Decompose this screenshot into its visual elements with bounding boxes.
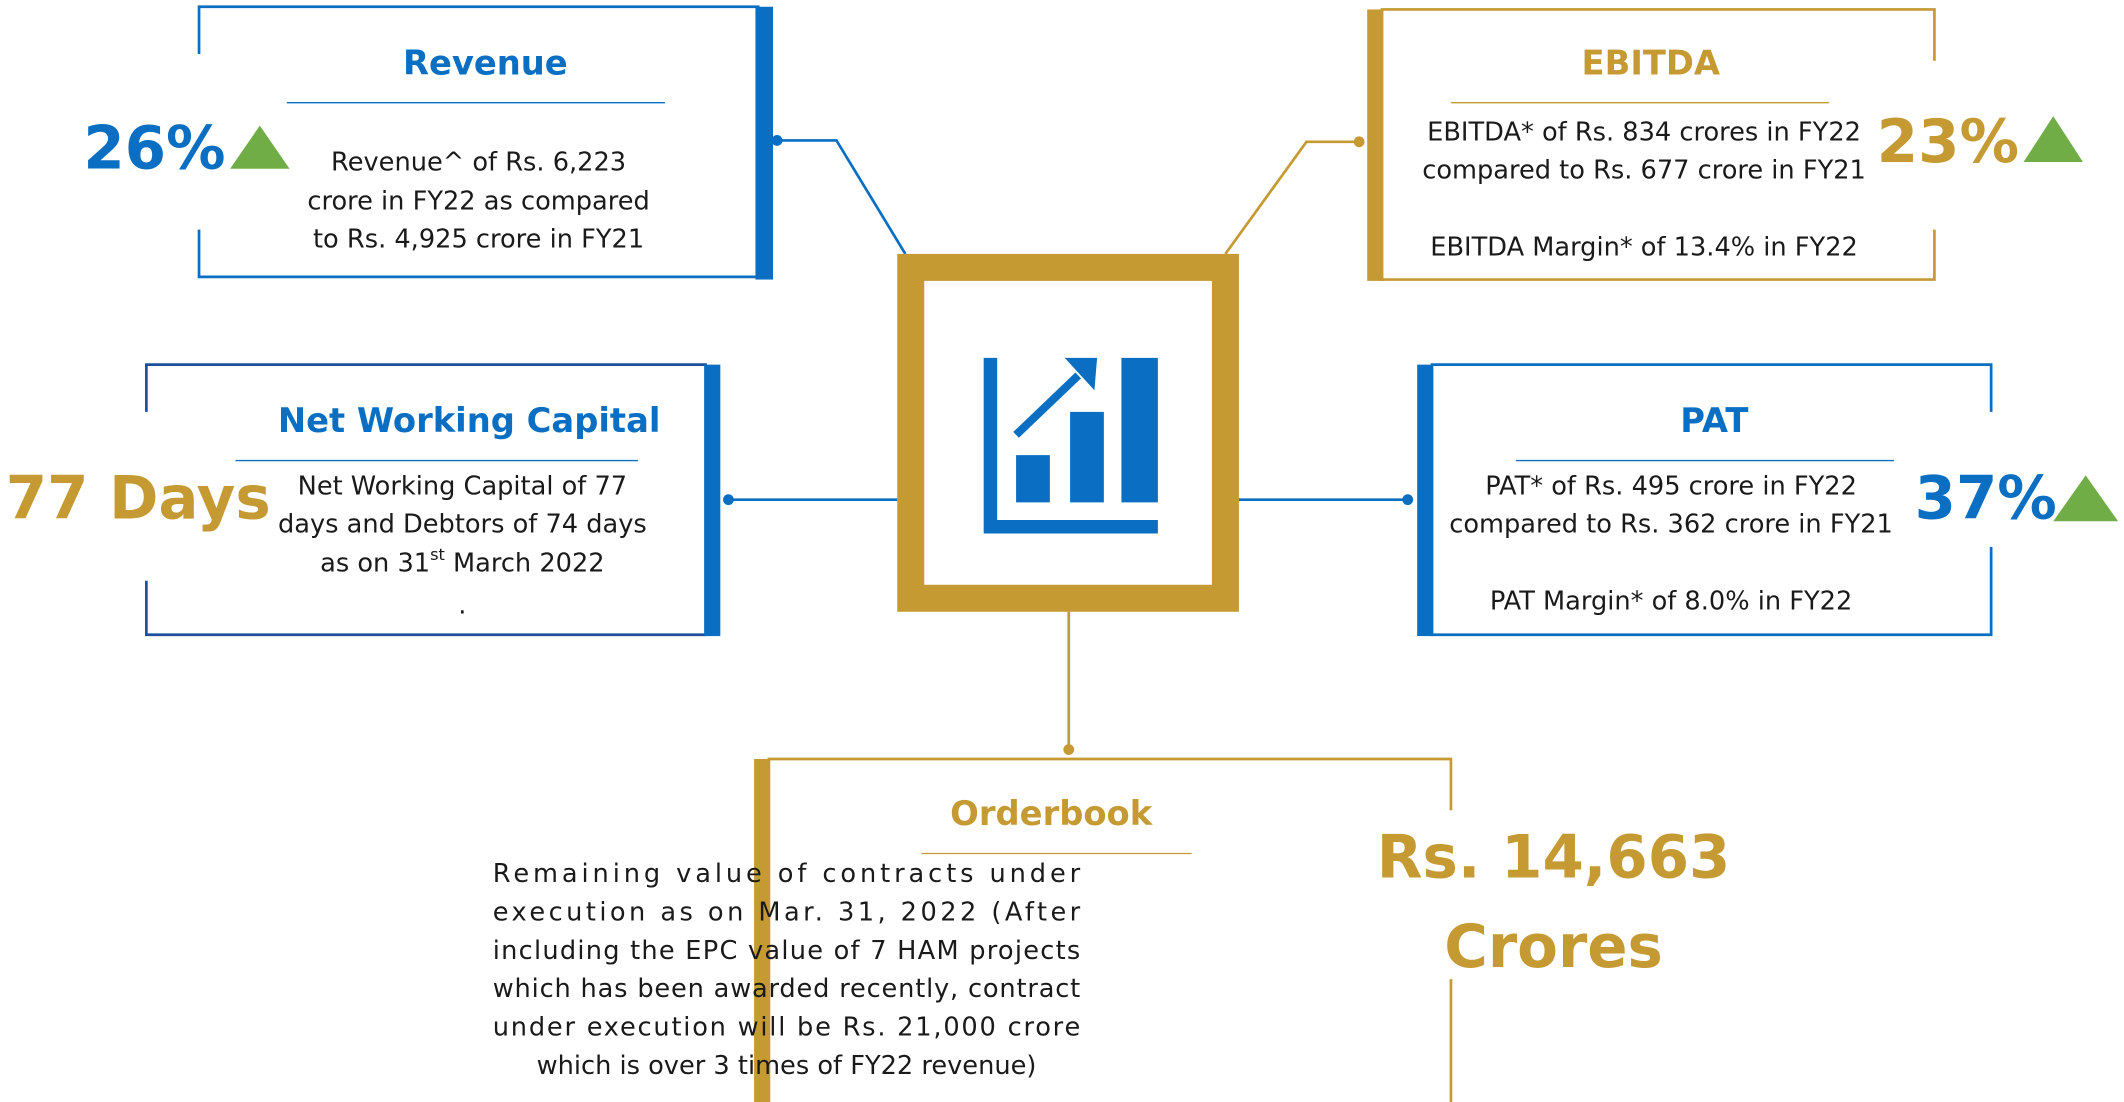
up-arrow bbox=[230, 125, 290, 169]
card-title: Revenue bbox=[403, 43, 568, 82]
card-text: EBITDA Margin* of 13.4% in FY22 bbox=[1430, 232, 1858, 262]
superscript: st bbox=[430, 545, 445, 564]
card-text: days and Debtors of 74 days bbox=[278, 509, 647, 539]
nwc-card: Net Working Capital Net Working Capital … bbox=[6, 363, 898, 637]
card-text: which is over 3 times of FY22 revenue) bbox=[537, 1051, 1037, 1081]
metric: 37% bbox=[1915, 464, 2057, 533]
up-arrow bbox=[2053, 475, 2119, 522]
card-text: Revenue^ of Rs. 6,223 bbox=[331, 147, 626, 177]
card-text: under execution will be Rs. 21,000 crore bbox=[493, 1013, 1080, 1043]
connector-dot bbox=[1353, 136, 1365, 148]
orderbook-card: Orderbook Remaining value of contracts u… bbox=[493, 611, 1731, 1102]
card-border bbox=[1380, 8, 1936, 281]
card-text: which has been awarded recently, contrac… bbox=[493, 974, 1080, 1004]
icon-frame bbox=[897, 253, 1239, 612]
card-text: compared to Rs. 677 crore in FY21 bbox=[1422, 156, 1866, 186]
card-text: crore in FY22 as compared bbox=[307, 187, 649, 217]
connector bbox=[1224, 140, 1360, 255]
metric: 26% bbox=[83, 115, 225, 184]
card-title: EBITDA bbox=[1582, 43, 1720, 82]
revenue-card: Revenue Revenue^ of Rs. 6,223 crore in F… bbox=[83, 5, 907, 280]
ebitda-card: EBITDA EBITDA* of Rs. 834 crores in FY22… bbox=[1224, 8, 2083, 281]
text-part: March 2022 bbox=[445, 549, 605, 579]
card-text: . bbox=[458, 590, 466, 620]
card-text: PAT Margin* of 8.0% in FY22 bbox=[1490, 586, 1852, 616]
card-text: as on 31st March 2022 bbox=[320, 545, 604, 579]
card-text: execution as on Mar. 31, 2022 (After bbox=[493, 897, 1081, 927]
card-border bbox=[1430, 363, 1993, 637]
metric: Crores bbox=[1444, 913, 1663, 982]
metric: Rs. 14,663 bbox=[1377, 824, 1731, 893]
card-text: compared to Rs. 362 crore in FY21 bbox=[1449, 509, 1893, 539]
center-icon bbox=[897, 253, 1239, 612]
bar-icon bbox=[1016, 455, 1050, 503]
card-text-block: Remaining value of contracts under execut… bbox=[493, 859, 1081, 1081]
connector bbox=[777, 139, 907, 255]
bar-icon bbox=[1121, 357, 1158, 503]
card-text: Net Working Capital of 77 bbox=[298, 472, 627, 502]
card-bar bbox=[754, 758, 771, 1102]
metric: 23% bbox=[1877, 108, 2019, 177]
card-border bbox=[197, 5, 760, 279]
card-text: to Rs. 4,925 crore in FY21 bbox=[313, 224, 644, 254]
card-text: PAT* of Rs. 495 crore in FY22 bbox=[1485, 472, 1857, 502]
card-bar bbox=[1417, 364, 1434, 637]
card-title: PAT bbox=[1680, 401, 1748, 440]
card-text: including the EPC value of 7 HAM project… bbox=[493, 936, 1080, 966]
arrow-head bbox=[1064, 357, 1098, 391]
metric: 77 Days bbox=[6, 464, 271, 533]
connector-dot bbox=[1063, 744, 1075, 755]
connector-dot bbox=[723, 494, 734, 506]
connector-dot bbox=[771, 135, 783, 146]
card-border bbox=[145, 363, 707, 637]
pat-card: PAT PAT* of Rs. 495 crore in FY22 compar… bbox=[1238, 363, 2119, 637]
card-title: Orderbook bbox=[950, 794, 1154, 833]
text-part: as on 31 bbox=[320, 549, 430, 579]
card-text: Remaining value of contracts under bbox=[493, 859, 1081, 889]
card-bar bbox=[1367, 9, 1384, 281]
card-border bbox=[767, 757, 1453, 1102]
bar-icon bbox=[1070, 411, 1104, 503]
card-title: Net Working Capital bbox=[278, 401, 661, 440]
card-bar bbox=[755, 6, 773, 280]
up-arrow bbox=[2023, 116, 2083, 163]
card-bar bbox=[704, 364, 721, 637]
card-text: EBITDA* of Rs. 834 crores in FY22 bbox=[1427, 118, 1861, 148]
connector-dot bbox=[1402, 494, 1414, 506]
axis-icon bbox=[983, 357, 1158, 534]
arrow-icon bbox=[1013, 372, 1082, 438]
